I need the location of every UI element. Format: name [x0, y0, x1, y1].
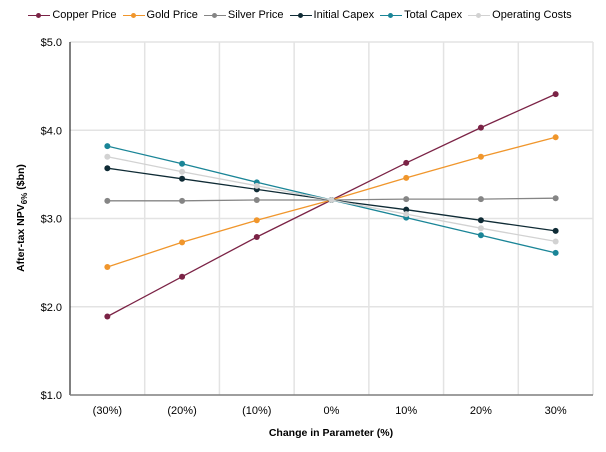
legend-item-total-capex: Total Capex	[380, 9, 462, 21]
copper-price-point	[477, 124, 484, 131]
gold-price-point	[403, 174, 410, 181]
y-axis-title: After-tax NPV6% ($bn)	[15, 164, 29, 272]
axes	[69, 42, 593, 396]
silver-price-point	[477, 196, 484, 203]
legend-label: Operating Costs	[492, 9, 572, 21]
y-tick-label: $4.0	[41, 125, 62, 137]
initial-capex-point	[552, 227, 559, 234]
legend-item-silver-price: Silver Price	[203, 9, 284, 21]
x-tick-label: 10%	[395, 405, 417, 417]
x-tick-label: (20%)	[167, 405, 196, 417]
gold-price-point	[552, 134, 559, 141]
chart-legend: Copper Price Gold Price Silver Price Initia…	[0, 9, 606, 21]
gridlines	[70, 41, 594, 395]
operating-costs-point	[403, 211, 410, 218]
x-tick-label: 20%	[470, 405, 492, 417]
copper-price-point	[403, 159, 410, 166]
x-tick-label: (30%)	[93, 405, 122, 417]
legend-label: Initial Capex	[313, 9, 375, 21]
operating-costs-point	[328, 196, 335, 203]
copper-price-line	[107, 93, 556, 318]
gold-price-point	[253, 217, 260, 224]
gold-price-point	[179, 239, 186, 246]
legend-marker-icon	[468, 11, 491, 19]
legend-item-initial-capex: Initial Capex	[289, 9, 375, 21]
copper-price-point	[179, 273, 186, 280]
initial-capex-point	[403, 206, 410, 213]
total-capex-point	[104, 143, 111, 150]
copper-price-point	[104, 313, 111, 320]
silver-price-point	[179, 197, 186, 204]
y-tick-label: $2.0	[41, 302, 62, 314]
legend-marker-icon	[28, 11, 51, 19]
legend-item-copper-price: Copper Price	[28, 9, 117, 21]
legend-label: Total Capex	[404, 9, 463, 21]
legend-label: Gold Price	[146, 9, 198, 21]
total-capex-point	[179, 160, 186, 167]
legend-label: Silver Price	[227, 9, 284, 21]
x-tick-label: (10%)	[242, 405, 271, 417]
silver-price-point	[253, 196, 260, 203]
x-axis-title: Change in Parameter (%)	[269, 427, 393, 439]
total-capex-point	[552, 249, 559, 256]
legend-marker-icon	[289, 11, 312, 19]
y-tick-labels: $1.0 $2.0 $3.0 $4.0 $5.0	[41, 37, 62, 402]
legend-item-gold-price: Gold Price	[122, 9, 198, 21]
gold-price-point	[104, 264, 111, 271]
initial-capex-point	[104, 165, 111, 172]
initial-capex-point	[477, 217, 484, 224]
legend-item-operating-costs: Operating Costs	[468, 9, 572, 21]
gold-price-point	[477, 153, 484, 160]
copper-price-point	[552, 91, 559, 98]
operating-costs-point	[104, 153, 111, 160]
series-operating-costs	[104, 153, 559, 245]
silver-price-point	[104, 197, 111, 204]
operating-costs-point	[552, 238, 559, 245]
legend-marker-icon	[122, 11, 145, 19]
legend-marker-icon	[203, 11, 226, 19]
copper-price-point	[253, 234, 260, 241]
y-tick-label: $3.0	[41, 214, 62, 226]
legend-label: Copper Price	[52, 9, 117, 21]
silver-price-point	[403, 196, 410, 203]
x-tick-labels: (30%) (20%) (10%) 0% 10% 20% 30%	[93, 405, 567, 417]
y-tick-label: $5.0	[41, 37, 62, 49]
y-tick-label: $1.0	[41, 390, 62, 402]
initial-capex-point	[179, 175, 186, 182]
silver-price-point	[552, 195, 559, 202]
operating-costs-point	[477, 225, 484, 232]
operating-costs-point	[253, 182, 260, 189]
operating-costs-point	[179, 168, 186, 175]
series-copper-price	[104, 91, 559, 320]
x-tick-label: 30%	[545, 405, 567, 417]
total-capex-point	[477, 232, 484, 239]
series-lines	[104, 91, 559, 320]
legend-marker-icon	[380, 11, 403, 19]
x-tick-label: 0%	[324, 405, 340, 417]
